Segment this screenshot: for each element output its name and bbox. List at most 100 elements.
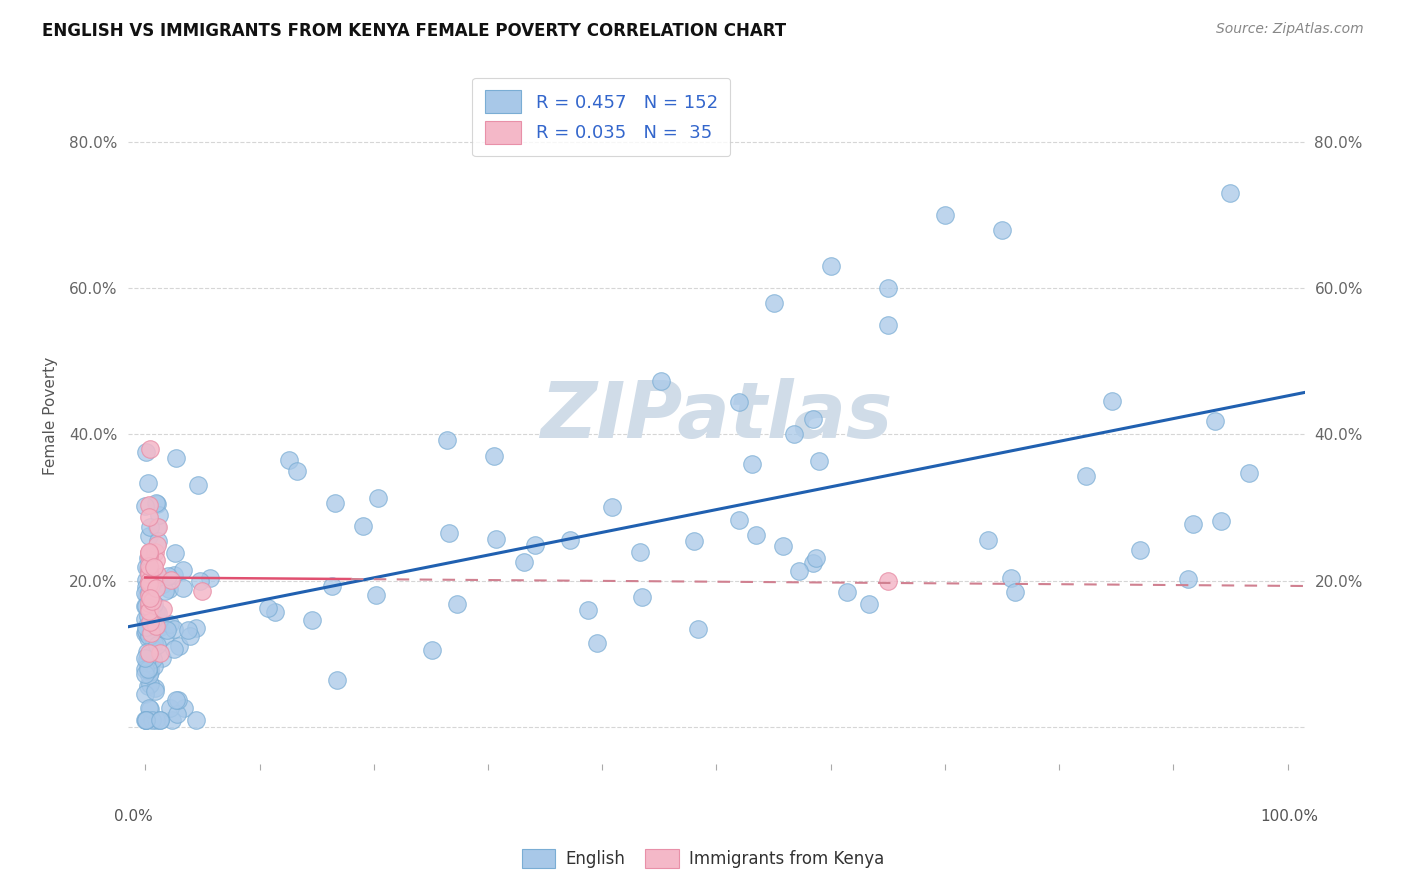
Point bbox=[138, 544, 160, 558]
Point bbox=[145, 713, 167, 727]
Point bbox=[143, 684, 166, 698]
Point bbox=[301, 613, 323, 627]
Point bbox=[187, 478, 209, 492]
Point bbox=[139, 661, 162, 675]
Point bbox=[150, 651, 173, 665]
Point bbox=[145, 603, 167, 617]
Point bbox=[876, 574, 898, 588]
Point bbox=[138, 510, 160, 524]
Point bbox=[145, 581, 167, 595]
Point bbox=[160, 713, 183, 727]
Point bbox=[364, 588, 387, 602]
Point bbox=[188, 574, 211, 588]
Point bbox=[485, 533, 508, 547]
Point bbox=[141, 574, 163, 588]
Point bbox=[136, 550, 159, 565]
Point bbox=[600, 500, 623, 515]
Point bbox=[139, 574, 162, 588]
Text: 100.0%: 100.0% bbox=[1261, 809, 1319, 824]
Text: Source: ZipAtlas.com: Source: ZipAtlas.com bbox=[1216, 22, 1364, 37]
Point bbox=[141, 594, 163, 608]
Point bbox=[278, 452, 301, 467]
Point bbox=[1177, 572, 1199, 586]
Point bbox=[136, 561, 159, 575]
Point bbox=[169, 639, 191, 653]
Point bbox=[139, 615, 162, 629]
Point bbox=[146, 607, 169, 621]
Point bbox=[138, 599, 160, 614]
Point bbox=[177, 623, 200, 637]
Point bbox=[191, 584, 214, 599]
Point bbox=[138, 604, 160, 618]
Point bbox=[149, 646, 172, 660]
Point bbox=[801, 556, 824, 570]
Point bbox=[153, 629, 176, 643]
Point bbox=[138, 646, 160, 660]
Point bbox=[143, 545, 166, 559]
Point bbox=[145, 566, 167, 581]
Point bbox=[523, 538, 546, 552]
Point bbox=[149, 620, 172, 634]
Point bbox=[138, 665, 160, 679]
Point bbox=[135, 713, 157, 727]
Point bbox=[136, 609, 159, 624]
Point bbox=[184, 713, 207, 727]
Point bbox=[136, 656, 159, 670]
Point bbox=[139, 520, 162, 534]
Point bbox=[136, 663, 159, 677]
Text: ENGLISH VS IMMIGRANTS FROM KENYA FEMALE POVERTY CORRELATION CHART: ENGLISH VS IMMIGRANTS FROM KENYA FEMALE … bbox=[42, 22, 786, 40]
Point bbox=[134, 661, 156, 675]
Point bbox=[789, 564, 811, 578]
Legend: English, Immigrants from Kenya: English, Immigrants from Kenya bbox=[516, 842, 890, 875]
Point bbox=[1129, 543, 1152, 558]
Point bbox=[772, 539, 794, 553]
Point bbox=[143, 597, 166, 611]
Point bbox=[149, 713, 172, 727]
Text: 0.0%: 0.0% bbox=[114, 809, 153, 824]
Point bbox=[135, 624, 157, 638]
Point bbox=[837, 584, 859, 599]
Point bbox=[148, 614, 170, 628]
Point bbox=[630, 590, 652, 604]
Point bbox=[138, 702, 160, 716]
Point bbox=[422, 643, 444, 657]
Point bbox=[135, 445, 157, 459]
Point bbox=[162, 642, 184, 657]
Point bbox=[139, 677, 162, 691]
Point bbox=[179, 629, 201, 643]
Point bbox=[138, 596, 160, 610]
Point bbox=[138, 529, 160, 543]
Point bbox=[1101, 393, 1123, 408]
Point bbox=[134, 713, 156, 727]
Point bbox=[134, 586, 156, 600]
Point bbox=[159, 573, 181, 587]
Point bbox=[134, 499, 156, 513]
Point bbox=[138, 584, 160, 599]
Point bbox=[165, 546, 187, 560]
Point bbox=[745, 528, 768, 542]
Point bbox=[135, 713, 157, 727]
Point bbox=[145, 496, 167, 510]
Point bbox=[1004, 585, 1026, 599]
Point bbox=[1204, 414, 1226, 428]
Point bbox=[650, 374, 672, 388]
Point bbox=[135, 580, 157, 594]
Point bbox=[135, 560, 157, 574]
Point bbox=[142, 566, 165, 581]
Point bbox=[155, 583, 177, 598]
Point bbox=[138, 545, 160, 559]
Point bbox=[145, 638, 167, 652]
Point bbox=[145, 538, 167, 552]
Point bbox=[513, 555, 536, 569]
Point bbox=[142, 642, 165, 657]
Point bbox=[138, 475, 160, 490]
Point bbox=[162, 622, 184, 636]
Point bbox=[198, 571, 221, 585]
Point bbox=[367, 491, 389, 505]
Text: ZIPatlas: ZIPatlas bbox=[540, 378, 893, 454]
Point bbox=[138, 577, 160, 591]
Point bbox=[630, 545, 652, 559]
Point bbox=[135, 588, 157, 602]
Y-axis label: Female Poverty: Female Poverty bbox=[44, 357, 58, 475]
Point bbox=[820, 259, 842, 273]
